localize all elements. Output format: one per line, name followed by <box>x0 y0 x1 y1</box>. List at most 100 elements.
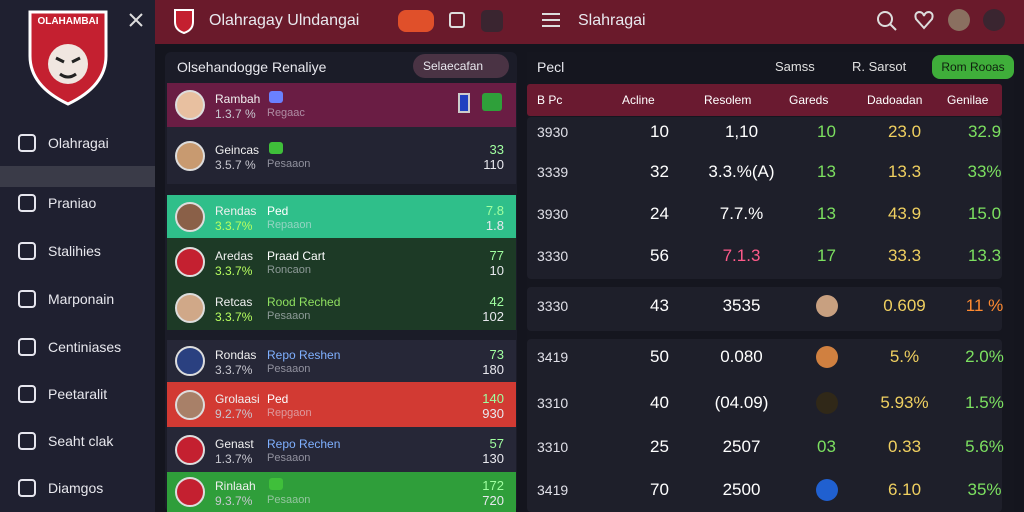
stats-row[interactable]: 3419 70 2500 6.10 35% <box>527 470 1002 510</box>
club-icon <box>269 141 283 154</box>
nav-label: Diamgos <box>48 480 104 496</box>
club-name: Ped <box>267 203 289 218</box>
nav-item[interactable]: Praniao <box>0 188 155 218</box>
column-header[interactable]: B Pc <box>537 93 563 107</box>
nav-item[interactable]: Seaht clak <box>0 426 155 456</box>
player-name: Aredas <box>215 248 254 263</box>
stats-button[interactable]: Rom Rooas <box>932 55 1014 79</box>
club-sub: Repaaon <box>267 218 312 231</box>
avatar[interactable] <box>948 9 970 31</box>
nav-item[interactable]: Stalihies <box>0 236 155 266</box>
cell <box>789 470 864 510</box>
stats-row[interactable]: 3330 43 3535 0.609 11 % <box>527 286 1003 326</box>
stats-row[interactable]: 3930 24 7.7.% 13 43.9 15.0 <box>527 194 1002 234</box>
team-icon <box>815 346 838 368</box>
stats-row[interactable]: 3330 56 7.1.3 17 33.3 13.3 <box>527 236 1002 276</box>
sidebar: OLAHAMBAI Olahragai Praniao Stalihies Marpo… <box>0 0 155 512</box>
column-header[interactable]: Resolem <box>704 93 752 107</box>
logo-text: OLAHAMBAI <box>37 16 98 27</box>
cell-value: 70 <box>650 480 669 499</box>
favorite-icon[interactable] <box>913 9 935 31</box>
stat-b: 720 <box>482 493 504 508</box>
player-row[interactable]: Genast 1.3.7% Repo Rechen Pesaaon 57 130 <box>167 427 516 472</box>
player-pct: 3.3.7% <box>215 363 253 377</box>
cell-value: 25 <box>650 437 669 456</box>
close-button[interactable] <box>128 12 144 28</box>
cell-value: 24 <box>650 204 669 223</box>
nav-label: Praniao <box>48 195 97 211</box>
club-icon <box>269 478 283 490</box>
search-icon[interactable] <box>875 9 899 33</box>
window-button[interactable] <box>449 12 465 28</box>
column-header[interactable]: Dadoadan <box>867 93 923 107</box>
profile-button[interactable] <box>983 9 1005 31</box>
player-name: Geincas <box>215 142 260 157</box>
cell-value: 23.0 <box>887 122 922 141</box>
nav-label: Olahragai <box>48 135 109 151</box>
stats-row[interactable]: 3419 50 0.080 5.% 2.0% <box>527 337 1004 377</box>
player-row[interactable]: Geincas 3.5.7 % Pesaaon 33 110 <box>167 127 516 184</box>
player-pct: 3.3.7% <box>215 263 253 278</box>
club-sub: Pesaaon <box>267 494 311 506</box>
cell-value: 3310 <box>537 395 569 411</box>
cell-value: 1.5% <box>965 393 1004 412</box>
player-pct: 1.3.7 % <box>215 107 256 121</box>
cell-value: 3310 <box>537 439 569 455</box>
nav-item[interactable]: Marponain <box>0 284 155 314</box>
cell <box>789 286 864 326</box>
alert-button[interactable] <box>398 10 434 32</box>
player-avatar <box>175 246 205 277</box>
nav-item[interactable]: Diamgos <box>0 473 155 503</box>
player-name: Genast <box>215 436 254 451</box>
cell-value: 5.% <box>889 347 920 366</box>
player-row[interactable]: Rondas 3.3.7% Repo Reshen Pesaaon 73 180 <box>167 340 516 382</box>
cell-value: 56 <box>650 246 669 265</box>
menu-icon[interactable] <box>540 10 562 30</box>
cell-value: 3330 <box>537 248 569 264</box>
nav-item[interactable]: Olahragai <box>0 128 155 158</box>
column-header[interactable]: Gareds <box>789 93 829 107</box>
player-row[interactable]: Rendas 3.3.7% Ped Repaaon 7.8 1.8 <box>167 195 516 238</box>
cell-value: 33.3 <box>887 246 922 265</box>
column-header[interactable]: Genilae <box>947 93 989 107</box>
nav-item[interactable]: Peetaralit <box>0 379 155 409</box>
stats-row[interactable]: 3930 10 1,10 10 23.0 32.9 <box>527 112 1002 152</box>
cell-value: 17 <box>817 246 836 265</box>
club-name: Praad Cart <box>267 248 326 263</box>
cell-value: 7.1.3 <box>722 246 761 265</box>
brand-icon <box>174 9 194 34</box>
player-row[interactable]: Grolaasi 9.2.7% Ped Repgaon 140 930 <box>167 382 516 427</box>
player-row[interactable]: Retcas 3.3.7% Rood Reched Pesaaon 42 102 <box>167 285 516 330</box>
nav-item[interactable]: Centiniases <box>0 332 155 362</box>
section-title: Slahragai <box>578 12 646 29</box>
stats-row[interactable]: 3310 40 (04.09) 5.93% 1.5% <box>527 383 1004 423</box>
b-button[interactable] <box>481 10 503 32</box>
table-block <box>527 117 1002 279</box>
player-pct: 9.2.7% <box>215 406 253 421</box>
stats-button-label: Rom Rooas <box>941 60 1005 74</box>
player-name: Retcas <box>215 294 253 309</box>
players-button[interactable]: Selaecafan <box>413 54 509 78</box>
stats-row[interactable]: 3339 32 3.3.%(A) 13 13.3 33% <box>527 152 1002 192</box>
cell-value: 33% <box>967 162 1002 181</box>
club-name: Repo Reshen <box>267 348 341 362</box>
player-row[interactable]: Rambah 1.3.7 % Regaac <box>167 83 516 127</box>
cell-value: 6.10 <box>887 480 922 499</box>
filter[interactable]: R. Sarsot <box>852 59 907 74</box>
players-button-label: Selaecafan <box>423 59 484 73</box>
cell-value: 1,10 <box>724 122 759 141</box>
player-row[interactable]: Aredas 3.3.7% Praad Cart Roncaon 77 10 <box>167 238 516 285</box>
player-pct: 3.3.7% <box>215 218 253 233</box>
player-row[interactable]: Rinlaah 9.3.7% Pesaaon 172 720 <box>167 472 516 512</box>
player-name: Rambah <box>215 92 261 106</box>
column-header[interactable]: Acline <box>622 93 655 107</box>
stats-row[interactable]: 3310 25 2507 03 0.33 5.6% <box>527 427 1004 467</box>
cell-value: 13 <box>817 204 836 223</box>
club-name: Repo Rechen <box>267 436 341 451</box>
player-pct: 1.3.7% <box>215 451 253 466</box>
brand: Olahragay Ulndangai <box>209 12 360 29</box>
table-block <box>527 287 1002 331</box>
filter[interactable]: Samss <box>775 59 815 74</box>
cell-value: 3330 <box>537 298 569 314</box>
cell-value: 3930 <box>537 206 569 222</box>
